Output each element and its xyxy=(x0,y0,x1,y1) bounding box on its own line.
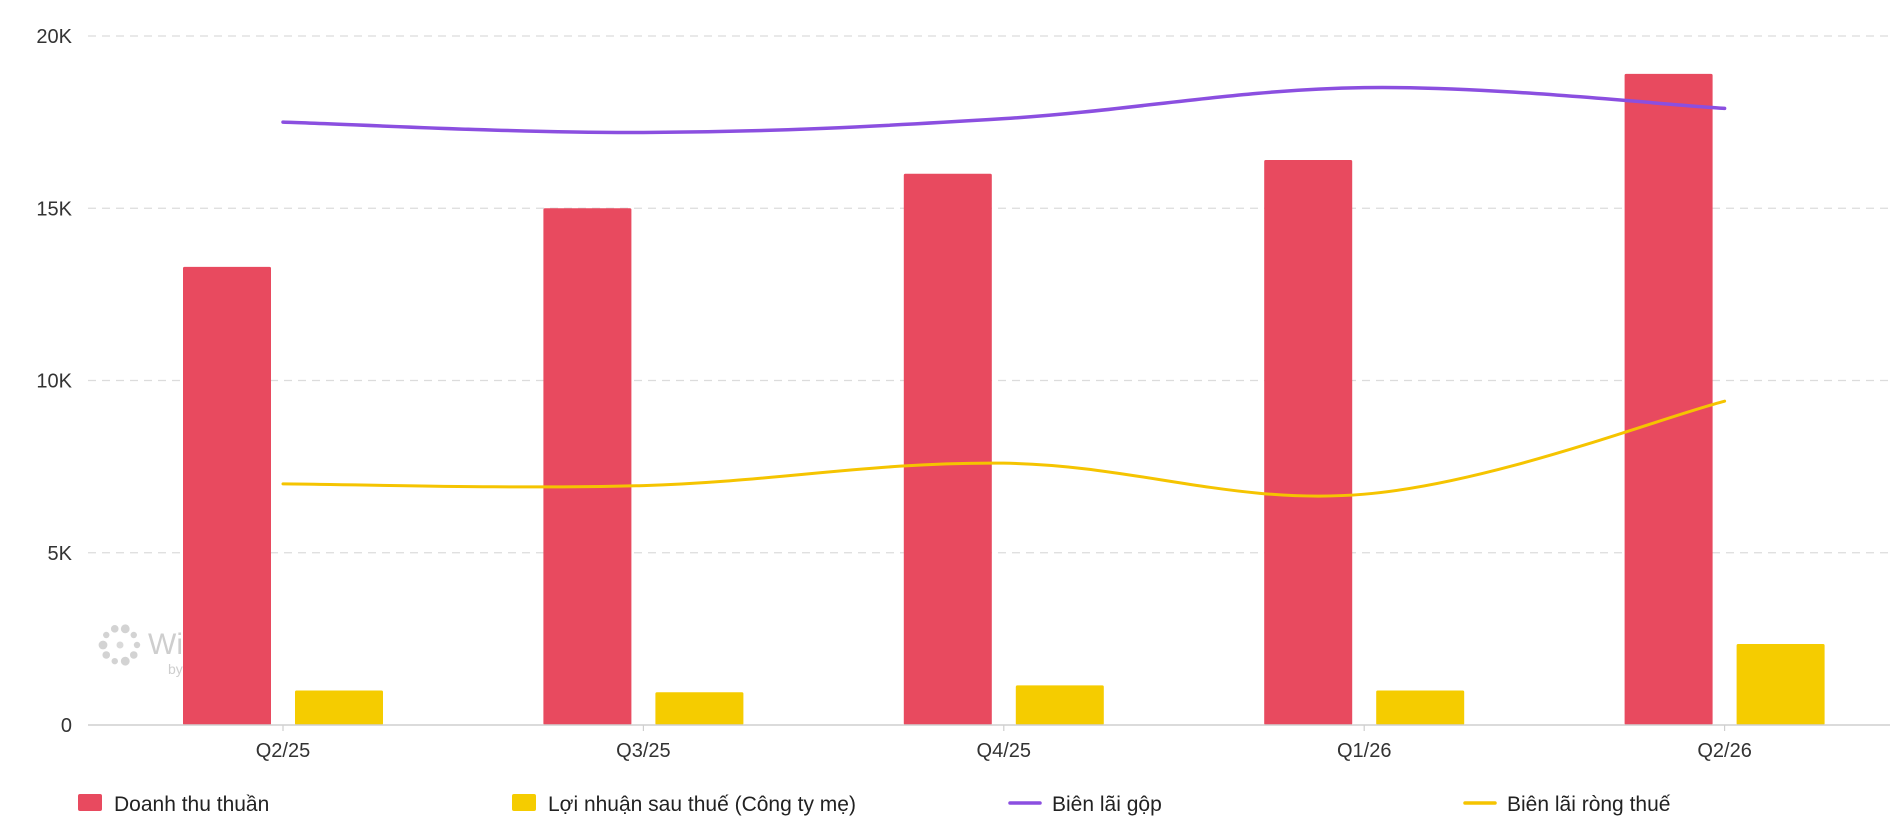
watermark-dot xyxy=(98,640,108,650)
axes: 0 5K 10K 15K 20K Q2/25 Q3/25 Q4/25 Q1/26 Q2/26 xyxy=(36,26,1890,762)
lines xyxy=(281,85,1727,498)
x-tick-label: Q3/25 xyxy=(616,740,670,762)
watermark-dot xyxy=(102,651,111,659)
y-tick-label: 0 xyxy=(61,715,72,737)
revenue-bar xyxy=(1264,160,1353,725)
watermark-logo-icon xyxy=(98,624,141,666)
y-tick-label: 5K xyxy=(48,543,73,565)
profit-bar xyxy=(1376,690,1465,725)
watermark-dot xyxy=(103,631,110,639)
profit-bar xyxy=(655,692,744,725)
legend-label: Lợi nhuận sau thuế (Công ty mẹ) xyxy=(548,793,856,816)
watermark-dot xyxy=(111,657,118,665)
watermark-dot xyxy=(120,656,130,666)
profit-bar xyxy=(1015,685,1104,725)
legend-swatch xyxy=(512,794,536,811)
watermark-dot xyxy=(110,625,119,633)
watermark-dot xyxy=(133,641,141,649)
revenue-bar xyxy=(903,173,992,726)
revenue-bar xyxy=(543,208,632,725)
legend-label: Biên lãi ròng thuế xyxy=(1507,793,1671,816)
net-margin-line xyxy=(281,399,1727,498)
y-tick-label: 10K xyxy=(36,371,72,393)
watermark-dot xyxy=(120,624,130,634)
x-tick-label: Q1/26 xyxy=(1337,740,1391,762)
revenue-bar xyxy=(1624,73,1713,725)
x-tick-label: Q2/25 xyxy=(256,740,310,762)
bars xyxy=(183,73,1825,726)
legend-label: Doanh thu thuần xyxy=(114,793,269,816)
legend: Doanh thu thuần Lợi nhuận sau thuế (Công … xyxy=(78,793,1671,816)
revenue-bar xyxy=(183,266,271,725)
legend-swatch xyxy=(78,794,102,811)
gross-margin-line xyxy=(281,85,1727,135)
watermark-dot xyxy=(129,651,138,659)
x-tick-label: Q2/26 xyxy=(1697,740,1751,762)
y-tick-label: 15K xyxy=(36,198,72,220)
watermark-dot xyxy=(130,631,137,639)
x-tick-label: Q4/25 xyxy=(977,740,1031,762)
profit-bar xyxy=(295,690,383,725)
watermark-dot xyxy=(116,641,124,649)
legend-label: Biên lãi gộp xyxy=(1052,793,1162,816)
y-tick-label: 20K xyxy=(36,26,72,48)
profit-bar xyxy=(1736,644,1825,725)
